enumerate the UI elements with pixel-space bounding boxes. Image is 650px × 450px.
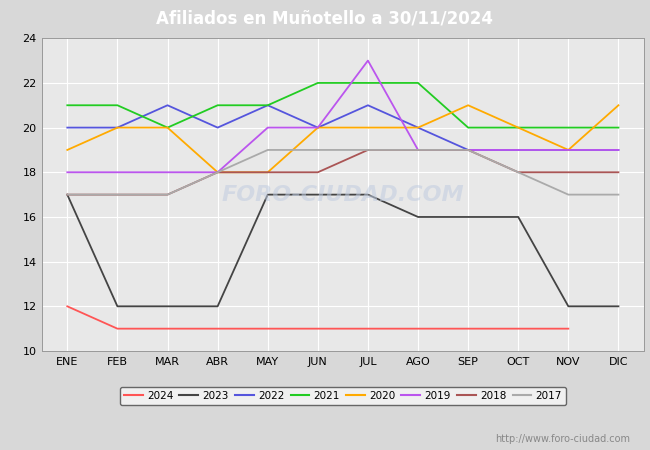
Text: FORO-CIUDAD.COM: FORO-CIUDAD.COM	[222, 184, 464, 205]
Text: Afiliados en Muñotello a 30/11/2024: Afiliados en Muñotello a 30/11/2024	[157, 9, 493, 27]
Text: http://www.foro-ciudad.com: http://www.foro-ciudad.com	[495, 434, 630, 444]
Legend: 2024, 2023, 2022, 2021, 2020, 2019, 2018, 2017: 2024, 2023, 2022, 2021, 2020, 2019, 2018…	[120, 387, 566, 405]
